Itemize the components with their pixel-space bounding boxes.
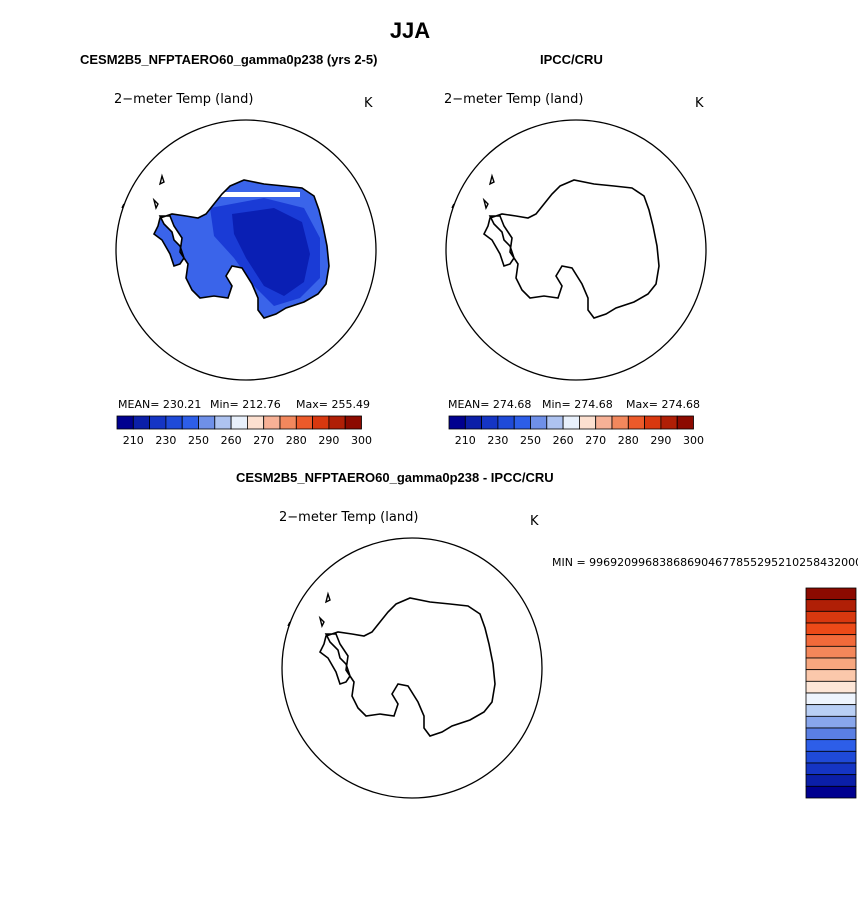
panel2-colorbar-box xyxy=(546,415,564,430)
panel2-colorbar-tick-label: 270 xyxy=(585,434,606,447)
panel1-title: CESM2B5_NFPTAERO60_gamma0p238 (yrs 2-5) xyxy=(80,52,378,67)
panel2-map-boundary xyxy=(445,119,707,381)
panel1-colorbar-tick-label: 280 xyxy=(286,434,307,447)
panel3-colorbar-box xyxy=(805,645,857,659)
panel1-colorbar-box xyxy=(230,415,248,430)
panel2-mean: MEAN= 274.68 xyxy=(448,398,532,411)
panel3-colorbar-box xyxy=(805,599,857,612)
panel1-colorbar-tick-label: 300 xyxy=(351,434,372,447)
panel1-variable: 2−meter Temp (land) xyxy=(114,92,254,107)
panel1-mean: MEAN= 230.21 xyxy=(118,398,202,411)
panel2-colorbar: 210 230 250 260 270 280 290 300 xyxy=(448,415,704,447)
panel2-colorbar-box xyxy=(464,415,482,430)
panel2-colorbar-box xyxy=(578,415,597,430)
panel2-variable: 2−meter Temp (land) xyxy=(444,92,584,107)
panel1-colorbar-box xyxy=(312,415,330,430)
panel2-colorbar-box xyxy=(660,415,678,430)
panel1-colorbar-tick-label: 230 xyxy=(155,434,176,447)
panel1-colorbar-box xyxy=(246,415,265,430)
panel2-colorbar-tick-label: 290 xyxy=(650,434,671,447)
panel1-map xyxy=(115,119,377,381)
panel2-colorbar-box xyxy=(644,415,662,430)
panel2-colorbar-box xyxy=(530,415,548,430)
panel2-colorbar-tick-label: 280 xyxy=(618,434,639,447)
panel2-colorbar-box xyxy=(562,415,580,430)
panel1-min: Min= 212.76 xyxy=(210,398,281,411)
panel1-colorbar-box xyxy=(263,415,281,430)
panel1-colorbar-box xyxy=(132,415,150,430)
panel2-map xyxy=(445,119,707,381)
panel2-colorbar-tick-label: 210 xyxy=(455,434,476,447)
panel3-colorbar-box xyxy=(805,785,857,799)
panel2-colorbar-box xyxy=(448,415,466,430)
panel2-colorbar-tick-label: 260 xyxy=(553,434,574,447)
panel3-colorbar-box xyxy=(805,762,857,776)
panel2-title: IPCC/CRU xyxy=(540,52,603,67)
panel1-colorbar-box xyxy=(279,415,297,430)
panel1-colorbar-tick-label: 290 xyxy=(318,434,339,447)
panel3-colorbar-box xyxy=(805,739,857,752)
panel3-colorbar-box xyxy=(805,727,857,741)
panel1-max: Max= 255.49 xyxy=(296,398,370,411)
panel2-colorbar-tick-label: 250 xyxy=(520,434,541,447)
panel1-units: K xyxy=(364,96,373,111)
panel1-colorbar-box xyxy=(344,415,362,430)
panel3-coastline xyxy=(318,597,496,737)
panel3-variable: 2−meter Temp (land) xyxy=(279,510,419,525)
panel3-colorbar-box xyxy=(805,669,857,682)
panel3-colorbar-box xyxy=(805,750,857,764)
panel2-coastline xyxy=(482,179,660,319)
panel2-colorbar-box xyxy=(676,415,694,430)
panel1-colorbar-tick-label: 270 xyxy=(253,434,274,447)
panel3-colorbar-box xyxy=(805,680,857,694)
panel3-colorbar-box xyxy=(805,610,857,624)
panel1-colorbar: 210 230 250 260 270 280 290 300 xyxy=(116,415,372,447)
panel2-max: Max= 274.68 xyxy=(626,398,700,411)
panel2-units: K xyxy=(695,96,704,111)
panel1-colorbar-tick-label: 210 xyxy=(123,434,144,447)
panel1-colorbar-tick-label: 260 xyxy=(221,434,242,447)
panel3-map-boundary xyxy=(281,537,543,799)
panel2-colorbar-tick-label: 300 xyxy=(683,434,704,447)
panel3-colorbar-box xyxy=(805,587,857,601)
panel3-map xyxy=(281,537,543,799)
panel1-colorbar-box xyxy=(198,415,216,430)
panel2-colorbar-box xyxy=(513,415,531,430)
panel2-colorbar-box xyxy=(497,415,515,430)
panel3-title: CESM2B5_NFPTAERO60_gamma0p238 - IPCC/CRU xyxy=(236,470,554,485)
panel3-colorbar-box xyxy=(805,715,857,729)
panel2-min: Min= 274.68 xyxy=(542,398,613,411)
panel1-colorbar-box xyxy=(116,415,134,430)
panel1-colorbar-box xyxy=(214,415,232,430)
panel3-colorbar-box xyxy=(805,704,857,717)
panel1-map-boundary xyxy=(115,119,377,381)
main-title: JJA xyxy=(389,18,431,43)
panel3-colorbar-box xyxy=(805,692,857,706)
panel2-colorbar-tick-label: 230 xyxy=(487,434,508,447)
panel2-colorbar-box xyxy=(481,415,499,430)
panel3-colorbar xyxy=(805,587,857,799)
panel1-colorbar-box xyxy=(181,415,199,430)
panel3-colorbar-box xyxy=(805,774,857,787)
panel1-colorbar-box xyxy=(165,415,183,430)
panel3-colorbar-box xyxy=(805,622,857,636)
panel1-colorbar-box xyxy=(149,415,167,430)
panel1-colorbar-box xyxy=(328,415,346,430)
panel2-colorbar-box xyxy=(611,415,629,430)
panel1-colorbar-box xyxy=(295,415,314,430)
panel3-units: K xyxy=(530,514,539,529)
panel2-colorbar-box xyxy=(595,415,613,430)
panel1-colorbar-tick-label: 250 xyxy=(188,434,209,447)
panel3-min-label: MIN = 9969209968386869046778552952102584… xyxy=(552,556,858,569)
panel3-colorbar-box xyxy=(805,634,857,647)
panel2-colorbar-box xyxy=(627,415,646,430)
panel3-colorbar-box xyxy=(805,657,857,671)
